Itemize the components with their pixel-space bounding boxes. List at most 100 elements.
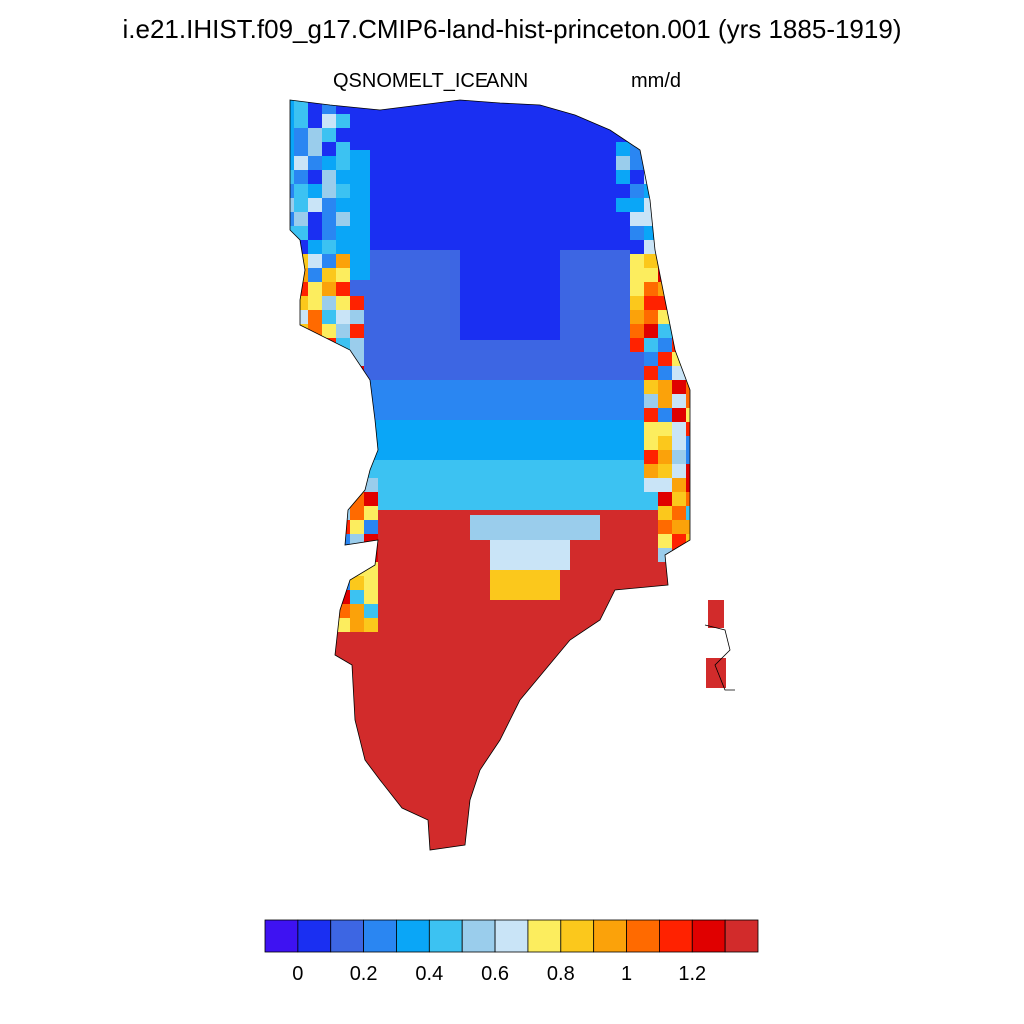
coastal-cell (290, 100, 294, 114)
coastal-cell (686, 408, 690, 422)
colorbar-tick-label: 0.6 (481, 963, 509, 985)
coastal-cell (630, 226, 644, 240)
coastal-cell (322, 198, 336, 212)
coastal-cell (336, 268, 350, 282)
coastal-cell (658, 436, 672, 450)
coastal-cell (672, 450, 686, 464)
coastal-cell (290, 212, 294, 226)
coastal-cell (364, 576, 378, 590)
coastal-cell (364, 492, 378, 506)
island-cell (708, 600, 724, 628)
coastal-cell (290, 156, 294, 170)
coastal-cell (658, 492, 672, 506)
coastal-cell (644, 268, 658, 282)
coastal-cell (658, 464, 672, 478)
coastal-cell (658, 422, 672, 436)
coastal-cell (616, 156, 630, 170)
variable-label: QSNOMELT_ICE (333, 70, 489, 92)
coastal-cell (308, 310, 322, 324)
coastal-cell (658, 450, 672, 464)
coastal-cell (294, 226, 308, 240)
coastal-cell (686, 436, 690, 450)
coastal-cell (686, 492, 690, 506)
colorbar-tick-label: 0.2 (350, 963, 378, 985)
coastal-cell (322, 170, 336, 184)
coastal-cell (364, 618, 378, 632)
coastal-cell (644, 338, 658, 352)
coastal-cell (630, 324, 644, 338)
coastal-cell (350, 324, 364, 338)
coastal-cell (658, 352, 672, 366)
coastal-cell (630, 240, 644, 254)
coastal-cell (308, 142, 322, 156)
southern-transition (490, 570, 560, 600)
coastal-cell (294, 198, 308, 212)
coastal-cell (322, 156, 336, 170)
coastal-cell (308, 226, 322, 240)
colorbar-swatch (396, 919, 430, 953)
coastal-cell (644, 478, 658, 492)
coastal-cell (658, 408, 672, 422)
colorbar-swatch (297, 919, 332, 953)
coastal-cell (336, 226, 350, 240)
coastal-cell (630, 184, 644, 198)
coastal-cell (322, 142, 336, 156)
coastal-cell (616, 170, 630, 184)
coastal-cell (336, 212, 350, 226)
coastal-cell (322, 254, 336, 268)
coastal-cell (364, 506, 378, 520)
coastal-cell (644, 366, 658, 380)
coastal-cell (336, 184, 350, 198)
coastal-cell (630, 212, 644, 226)
coastal-cell (336, 114, 350, 128)
coastal-cell (290, 170, 294, 184)
coastal-cell (336, 254, 350, 268)
coastal-cell (658, 534, 672, 548)
coastal-cell (644, 254, 658, 268)
colorbar-swatch (428, 919, 463, 953)
colorbar-tick-label: 1 (621, 963, 632, 985)
coastal-cell (644, 296, 658, 310)
coastal-cell (308, 254, 322, 268)
coastal-cell (308, 156, 322, 170)
coastal-cell (658, 338, 672, 352)
coastal-cell (672, 408, 686, 422)
coastal-cell (630, 198, 644, 212)
coastal-cell (336, 128, 350, 142)
coastal-cell (644, 408, 658, 422)
colorbar-swatch (560, 919, 595, 953)
colorbar-swatch (461, 919, 496, 953)
coastal-cell (644, 352, 658, 366)
coastal-cell (294, 100, 308, 114)
coastal-cell (686, 464, 690, 478)
coastal-cell (616, 142, 630, 156)
coastal-cell (322, 240, 336, 254)
coastal-cell (630, 282, 644, 296)
coastal-cell (616, 198, 630, 212)
coastal-cell (672, 520, 686, 534)
coastal-cell (308, 128, 322, 142)
coastal-cell (290, 198, 294, 212)
coastal-cell (350, 338, 364, 352)
coastal-cell (336, 296, 350, 310)
coastal-cell (294, 156, 308, 170)
coastal-cell (658, 394, 672, 408)
coastal-cell (290, 142, 294, 156)
coastal-cell (630, 170, 644, 184)
coastal-cell (308, 198, 322, 212)
colorbar-tick-label: 0.4 (415, 963, 443, 985)
coastal-cell (294, 142, 308, 156)
coastal-cell (658, 366, 672, 380)
coastal-cell (658, 520, 672, 534)
coastal-cell (322, 296, 336, 310)
coastal-cell (322, 310, 336, 324)
coastal-cell (350, 590, 364, 604)
coastal-cell (308, 114, 322, 128)
coastal-cell (290, 184, 294, 198)
coastal-cell (290, 128, 294, 142)
coastal-cell (308, 240, 322, 254)
coastal-cell (322, 184, 336, 198)
coastal-cell (322, 212, 336, 226)
colorbar-swatch (264, 919, 299, 953)
